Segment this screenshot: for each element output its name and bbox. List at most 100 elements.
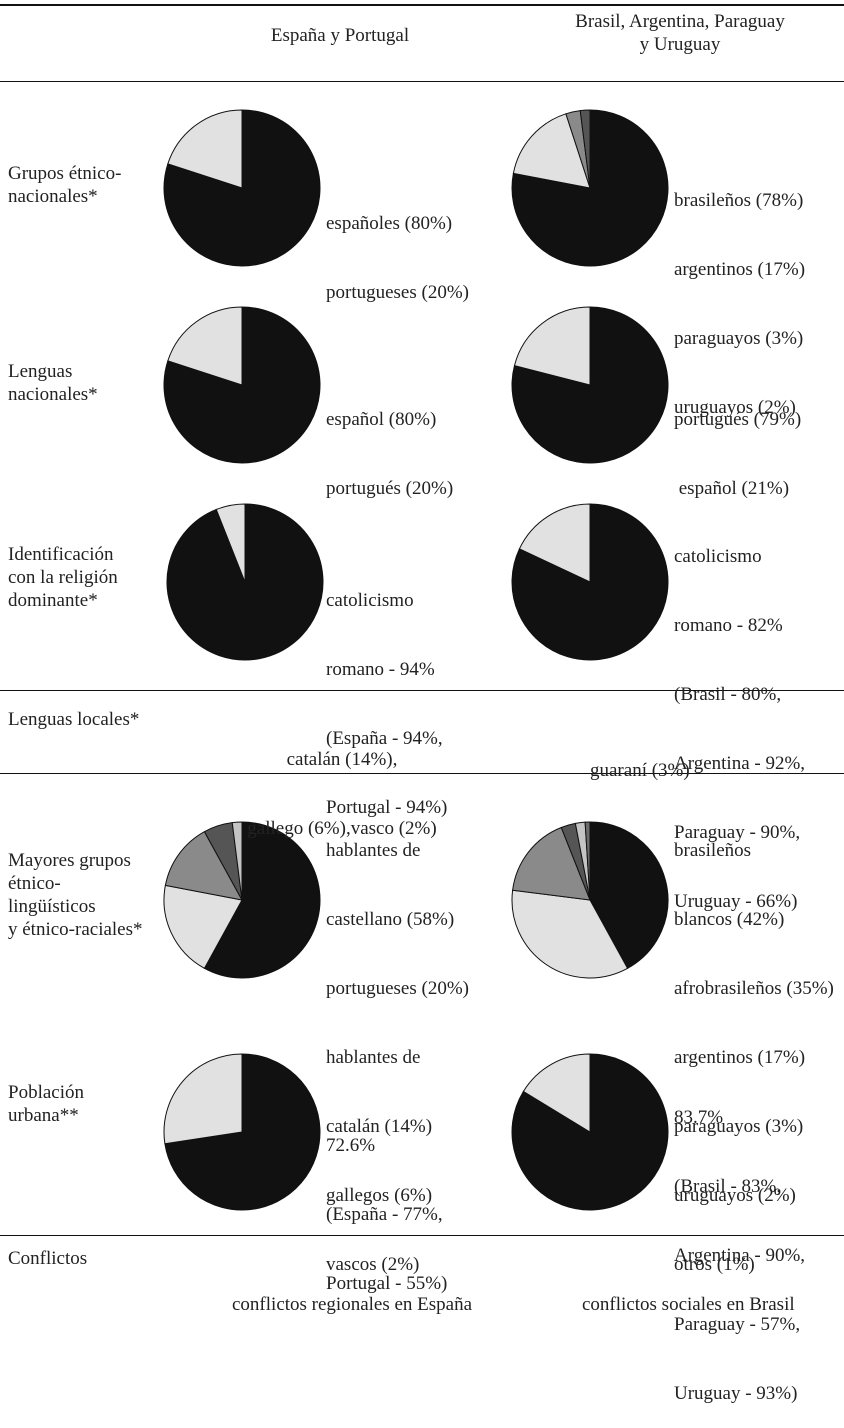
- legend-label: romano - 82%: [674, 615, 783, 636]
- legend-label: portugueses (20%): [326, 978, 469, 999]
- row-label-national-languages: Lenguas nacionales*: [8, 360, 98, 406]
- legend-label: Portugal - 94%): [326, 797, 448, 818]
- legend-label: blancos (42%): [674, 909, 785, 930]
- label-line: Mayores grupos: [8, 850, 131, 871]
- pie-slice-1: [518, 503, 591, 583]
- legend-label: español (80%): [326, 409, 437, 430]
- conflict-text: conflictos regionales en España: [232, 1294, 473, 1315]
- local-language-line: guaraní (3%): [590, 760, 690, 781]
- column-header-spain-portugal: España y Portugal: [270, 25, 410, 46]
- pie-religion-spain-portugal: [166, 503, 324, 661]
- label-line: Grupos étnico-: [8, 163, 122, 184]
- cell-r7-right: conflictos sociales en Brasil: [582, 1247, 795, 1339]
- cell-r5-left: hablantes de castellano (58%) portuguese…: [326, 793, 469, 1299]
- pie-religion-south-america: [511, 503, 669, 661]
- row-label-conflicts: Conflictos: [8, 1247, 87, 1270]
- pie-slice-3: [579, 109, 591, 189]
- row-label-local-languages: Lenguas locales*: [8, 708, 139, 731]
- cell-r1-right: brasileños (78%) argentinos (17%) paragu…: [674, 143, 805, 442]
- pie-slice-2: [164, 830, 243, 901]
- legend-label: 72.6%: [326, 1135, 376, 1156]
- cell-r1-left: españoles (80%) portugueses (20%): [326, 166, 469, 327]
- pie-national-languages-spain-portugal: [163, 306, 321, 464]
- row-rule-local-top: [0, 690, 844, 691]
- legend-label: 83.7%: [674, 1107, 724, 1128]
- column-header-south-america: Brasil, Argentina, Paraguay y Uruguay: [520, 10, 840, 56]
- pie-slice-1: [163, 884, 243, 970]
- pie-slice-2: [512, 826, 591, 901]
- cell-r2-left: español (80%) portugués (20%): [326, 362, 453, 523]
- local-language-line: catalán (14%),: [286, 749, 398, 770]
- row-label-religion: Identificación con la religión dominante…: [8, 543, 118, 612]
- pie-slice-1: [512, 113, 591, 189]
- pie-slice-4: [231, 821, 243, 901]
- pie-ethnolinguistic-south-america: [511, 821, 669, 979]
- label-line: étnico-: [8, 873, 61, 894]
- legend-label: Uruguay - 93%): [674, 1383, 798, 1404]
- legend-label: hablantes de: [326, 1047, 421, 1068]
- label-line: urbana**: [8, 1105, 79, 1126]
- row-rule-conflicts: [0, 1235, 844, 1236]
- legend-label: catolicismo: [326, 590, 414, 611]
- legend-label: romano - 94%: [326, 659, 435, 680]
- legend-label: brasileños (78%): [674, 190, 804, 211]
- label-line: Población: [8, 1082, 84, 1103]
- legend-label: otros (1%): [674, 1254, 755, 1275]
- legend-label: (Brasil - 83%,: [674, 1176, 782, 1197]
- legend-label: catalán (14%): [326, 1116, 433, 1137]
- cell-r2-right: portugués (79%) español (21%): [674, 362, 801, 523]
- legend-label: gallegos (6%): [326, 1185, 433, 1206]
- legend-label: portugueses (20%): [326, 282, 469, 303]
- pie-ethnic-national-south-america: [511, 109, 669, 267]
- label-line: Conflictos: [8, 1248, 88, 1269]
- label-line: Lenguas: [8, 361, 73, 382]
- pie-slice-0: [511, 109, 669, 267]
- legend-label: uruguayos (2%): [674, 397, 796, 418]
- label-line: con la religión: [8, 567, 118, 588]
- legend-label: uruguayos (2%): [674, 1185, 796, 1206]
- label-line: dominante*: [8, 590, 98, 611]
- legend-label: (Brasil - 80%,: [674, 684, 782, 705]
- pie-ethnolinguistic-spain-portugal: [163, 821, 321, 979]
- legend-label: Argentina - 90%,: [674, 1245, 806, 1266]
- legend-label: castellano (58%): [326, 909, 455, 930]
- conflict-text: conflictos sociales en Brasil: [582, 1294, 795, 1315]
- legend-label: argentinos (17%): [674, 259, 806, 280]
- pie-slice-0: [589, 821, 669, 970]
- legend-label: hablantes de: [326, 840, 421, 861]
- pie-ethnic-national-spain-portugal: [163, 109, 321, 267]
- pie-slice-1: [522, 1053, 591, 1133]
- pie-slice-1: [215, 503, 246, 583]
- row-label-ethnic-national: Grupos étnico- nacionales*: [8, 162, 121, 208]
- label-line: nacionales*: [8, 384, 98, 405]
- pie-slice-1: [167, 109, 243, 189]
- cell-r5-right: brasileños blancos (42%) afrobrasileños …: [674, 793, 834, 1299]
- column-header-line-1: Brasil, Argentina, Paraguay: [575, 11, 785, 32]
- legend-label: Uruguay - 66%): [674, 891, 798, 912]
- local-language-line: gallego (6%),vasco (2%): [247, 818, 437, 839]
- pie-urban-population-spain-portugal: [163, 1053, 321, 1211]
- pie-slice-1: [163, 1053, 243, 1145]
- row-label-ethnolinguistic: Mayores grupos étnico- lingüísticos y ét…: [8, 849, 143, 941]
- pie-urban-population-south-america: [511, 1053, 669, 1211]
- legend-label: brasileños: [674, 840, 752, 861]
- cell-r4-right: guaraní (3%): [590, 713, 690, 805]
- pie-slice-0: [511, 1053, 669, 1211]
- row-label-urban-population: Población urbana**: [8, 1081, 84, 1127]
- pie-slice-1: [167, 306, 243, 386]
- legend-label: Paraguay - 90%,: [674, 822, 801, 843]
- pie-slice-1: [513, 306, 591, 386]
- pie-slice-5: [584, 821, 591, 901]
- legend-label: (España - 77%,: [326, 1204, 443, 1225]
- column-header-line-2: y Uruguay: [639, 34, 721, 55]
- pie-slice-0: [203, 821, 321, 979]
- row-rule-local-bottom: [0, 773, 844, 774]
- pie-national-languages-south-america: [511, 306, 669, 464]
- header-rule: [0, 81, 844, 82]
- legend-label: paraguayos (3%): [674, 328, 804, 349]
- cell-r6-right: 83.7% (Brasil - 83%, Argentina - 90%, Pa…: [674, 1060, 805, 1428]
- legend-label: portugués (20%): [326, 478, 454, 499]
- legend-label: Argentina - 92%,: [674, 753, 806, 774]
- label-line: Lenguas locales*: [8, 709, 140, 730]
- top-rule: [0, 4, 844, 6]
